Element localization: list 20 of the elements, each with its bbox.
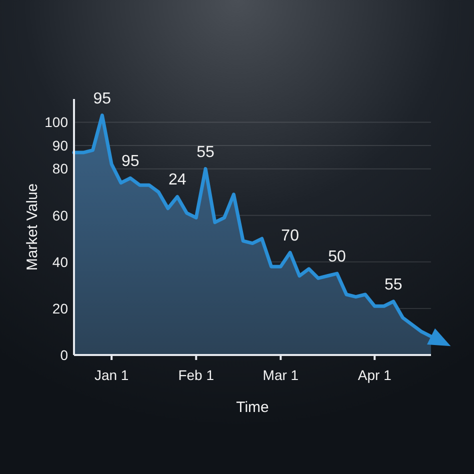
x-tick-label: Mar 1 — [262, 367, 299, 383]
y-tick-label: 100 — [44, 114, 68, 130]
annotation: 50 — [328, 248, 346, 266]
y-tick-label: 90 — [52, 137, 68, 154]
y-axis-title: Market Value — [24, 183, 41, 271]
annotation: 24 — [168, 172, 186, 189]
y-tick-label: 80 — [52, 160, 68, 177]
x-axis-title: Time — [236, 399, 269, 416]
x-tick-label: Apr 1 — [358, 367, 392, 383]
annotation: 70 — [281, 228, 300, 245]
annotation: 55 — [196, 144, 215, 161]
y-tick-label: 60 — [52, 207, 68, 224]
x-tick-label: Feb 1 — [178, 367, 214, 383]
annotation: 95 — [93, 90, 112, 108]
y-tick-label: 0 — [60, 346, 68, 363]
y-tick-label: 40 — [52, 254, 68, 270]
annotation: 95 — [121, 153, 140, 170]
annotation: 55 — [384, 276, 402, 294]
x-tick-label: Jan 1 — [94, 367, 129, 383]
y-tick-label: 20 — [52, 300, 68, 316]
